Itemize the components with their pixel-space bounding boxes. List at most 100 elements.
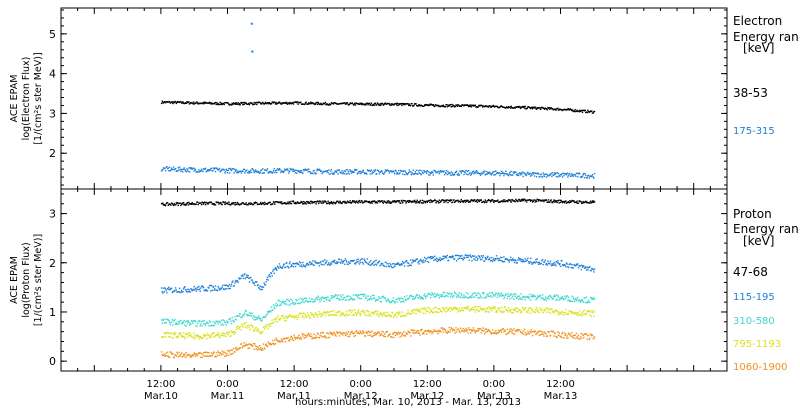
data-point [291, 200, 293, 202]
data-point [488, 171, 490, 173]
data-point [533, 261, 536, 263]
data-point [408, 169, 411, 171]
data-point [532, 200, 534, 202]
data-point [329, 201, 331, 204]
data-point [489, 332, 492, 334]
data-point [577, 267, 580, 269]
data-point [561, 333, 563, 335]
data-point [315, 312, 317, 315]
data-point [579, 299, 581, 302]
data-point [283, 338, 285, 340]
data-point [487, 310, 489, 313]
data-point [572, 334, 574, 337]
data-point [248, 327, 251, 329]
legend-title-line: Proton [733, 207, 772, 221]
data-point [255, 316, 257, 319]
data-point [569, 333, 572, 336]
data-point [443, 327, 445, 330]
data-point [442, 308, 444, 310]
data-point [591, 298, 594, 300]
data-point [586, 177, 588, 179]
data-point [440, 310, 442, 312]
data-point [451, 296, 454, 299]
data-point [422, 333, 424, 335]
data-point [258, 345, 261, 347]
data-point [454, 332, 456, 334]
data-point [509, 171, 511, 174]
data-point [465, 295, 467, 298]
data-point [352, 332, 355, 335]
data-point [504, 294, 506, 296]
data-point [457, 104, 460, 106]
data-point [461, 330, 464, 332]
data-point [416, 331, 418, 333]
data-point [501, 171, 504, 173]
data-point [466, 329, 468, 331]
data-point [463, 257, 466, 259]
data-point [175, 102, 177, 105]
data-point [316, 298, 319, 301]
data-point [458, 174, 460, 176]
data-point [285, 102, 287, 105]
data-point [412, 169, 414, 171]
legend-item-1060-1900: 1060-1900 [733, 362, 788, 373]
data-point [314, 314, 316, 316]
data-point [343, 332, 345, 334]
data-point [588, 177, 590, 179]
data-point [409, 264, 411, 266]
data-point [230, 169, 233, 172]
data-point [346, 102, 349, 104]
data-point [467, 293, 469, 295]
data-point [232, 319, 234, 322]
data-point [588, 338, 590, 341]
data-point [290, 303, 293, 305]
data-point [164, 318, 166, 320]
data-point [517, 200, 519, 203]
data-point [386, 331, 389, 333]
data-point [236, 326, 238, 328]
data-point [476, 201, 478, 203]
data-point [318, 299, 321, 301]
data-point [162, 167, 165, 169]
data-point [366, 310, 369, 312]
data-point [446, 199, 448, 201]
data-point [172, 324, 174, 326]
data-point [571, 109, 574, 111]
data-point [537, 295, 539, 297]
data-point [433, 259, 435, 261]
data-point [466, 297, 468, 299]
data-point [328, 203, 331, 205]
data-point [575, 175, 577, 177]
data-point [204, 167, 207, 169]
data-point [307, 202, 309, 204]
data-point [210, 167, 213, 170]
data-point [311, 263, 313, 265]
data-point [495, 311, 497, 313]
data-point [170, 204, 172, 206]
data-point [170, 167, 173, 169]
data-point [481, 258, 483, 261]
data-point [336, 261, 338, 263]
data-point [457, 199, 459, 201]
data-point [497, 329, 500, 332]
data-point [577, 312, 579, 314]
data-point [497, 257, 499, 260]
data-point [365, 172, 367, 174]
data-point [184, 324, 186, 326]
data-point [236, 327, 239, 329]
data-point [395, 102, 397, 105]
data-point [390, 265, 393, 268]
data-point [456, 254, 458, 257]
data-point [394, 200, 397, 203]
data-point [264, 316, 267, 318]
data-point [305, 264, 307, 266]
data-point [234, 103, 237, 105]
data-point [441, 327, 443, 329]
data-point [436, 257, 438, 259]
data-point [556, 298, 558, 301]
data-point [331, 261, 333, 263]
data-point [357, 172, 359, 174]
data-point [334, 333, 336, 335]
data-point [246, 327, 248, 329]
data-point [489, 308, 491, 310]
